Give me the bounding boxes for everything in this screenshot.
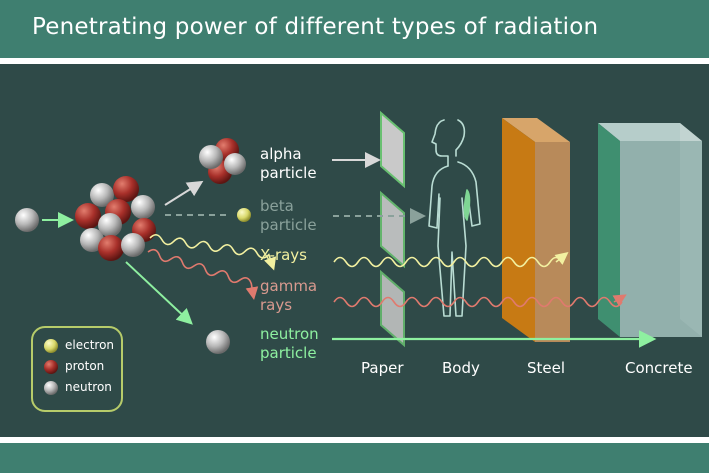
legend-neutron-marker — [44, 381, 58, 395]
beta-label-line: particle — [260, 216, 317, 234]
incoming-neutron — [15, 208, 39, 232]
gamma-label: gamma rays — [260, 277, 317, 315]
material-body-label: Body — [442, 359, 480, 377]
legend-electron-marker — [44, 339, 58, 353]
xray-path-tip — [554, 252, 569, 265]
gamma-label-line: gamma — [260, 277, 318, 295]
alpha-particle-cluster — [199, 138, 246, 184]
material-concrete-label: Concrete — [625, 359, 693, 377]
emitted-neutron — [206, 330, 230, 354]
electron-particle — [237, 208, 251, 222]
neutron-emission-arrow — [125, 261, 193, 325]
material-paper-label: Paper — [361, 359, 404, 377]
gamma-label-line: rays — [260, 296, 293, 314]
neutron-label-line: neutron — [260, 325, 319, 343]
alpha-emission-arrow — [164, 180, 204, 206]
concrete-block — [598, 123, 702, 337]
footer-bar — [0, 443, 709, 473]
beta-label: beta particle — [260, 197, 317, 235]
legend-neutron-label: neutron — [65, 380, 112, 394]
beta-label-line: beta — [260, 197, 294, 215]
gamma-path-wave — [333, 296, 623, 308]
legend-proton-label: proton — [65, 359, 105, 373]
legend-box — [31, 326, 123, 412]
alpha-label-line: alpha — [260, 145, 302, 163]
bottom-divider — [0, 437, 709, 443]
xray-emission-wave — [149, 234, 277, 271]
top-divider — [0, 58, 709, 64]
gamma-emission-wave — [147, 248, 259, 300]
legend-electron-label: electron — [65, 338, 115, 352]
alpha-label: alpha particle — [260, 145, 317, 183]
gamma-path-tip — [612, 294, 627, 307]
neutron-label-line: particle — [260, 344, 317, 362]
neutron-label: neutron particle — [260, 325, 319, 363]
paper-sheets — [380, 110, 405, 348]
material-steel-label: Steel — [527, 359, 566, 377]
body-silhouette — [428, 119, 481, 317]
page-title: Penetrating power of different types of … — [32, 14, 599, 40]
alpha-label-line: particle — [260, 164, 317, 182]
xrays-label: X-rays — [260, 246, 307, 264]
legend-proton-marker — [44, 360, 58, 374]
steel-slab — [502, 118, 570, 342]
xray-path-wave — [333, 256, 563, 268]
nucleus-cluster — [75, 176, 156, 261]
title-bar: Penetrating power of different types of … — [0, 0, 709, 58]
